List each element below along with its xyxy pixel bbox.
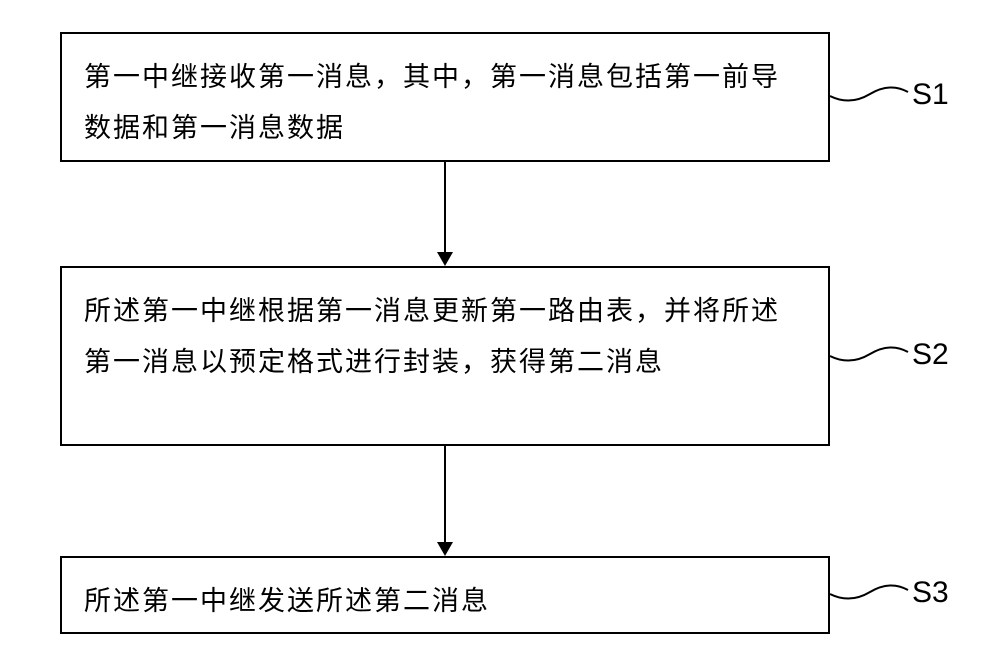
connector-s3 xyxy=(830,576,910,616)
arrow-s1-s2-head xyxy=(437,252,453,266)
flow-step-s3: 所述第一中继发送所述第二消息 xyxy=(60,556,830,634)
arrow-s2-s3-line xyxy=(444,446,446,542)
flow-step-s3-text: 所述第一中继发送所述第二消息 xyxy=(84,586,490,616)
arrow-s1-s2-line xyxy=(444,162,446,252)
flow-step-s2-text: 所述第一中继根据第一消息更新第一路由表，并将所述第一消息以预定格式进行封装，获得… xyxy=(84,296,780,377)
flow-step-s2: 所述第一中继根据第一消息更新第一路由表，并将所述第一消息以预定格式进行封装，获得… xyxy=(60,266,830,446)
connector-s2 xyxy=(830,338,910,378)
label-s2: S2 xyxy=(912,338,949,372)
arrow-s2-s3-head xyxy=(437,542,453,556)
flow-step-s1-text: 第一中继接收第一消息，其中，第一消息包括第一前导数据和第一消息数据 xyxy=(84,62,780,143)
connector-s1 xyxy=(830,78,910,118)
label-s1: S1 xyxy=(912,78,949,112)
flow-step-s1: 第一中继接收第一消息，其中，第一消息包括第一前导数据和第一消息数据 xyxy=(60,32,830,162)
label-s3: S3 xyxy=(912,576,949,610)
